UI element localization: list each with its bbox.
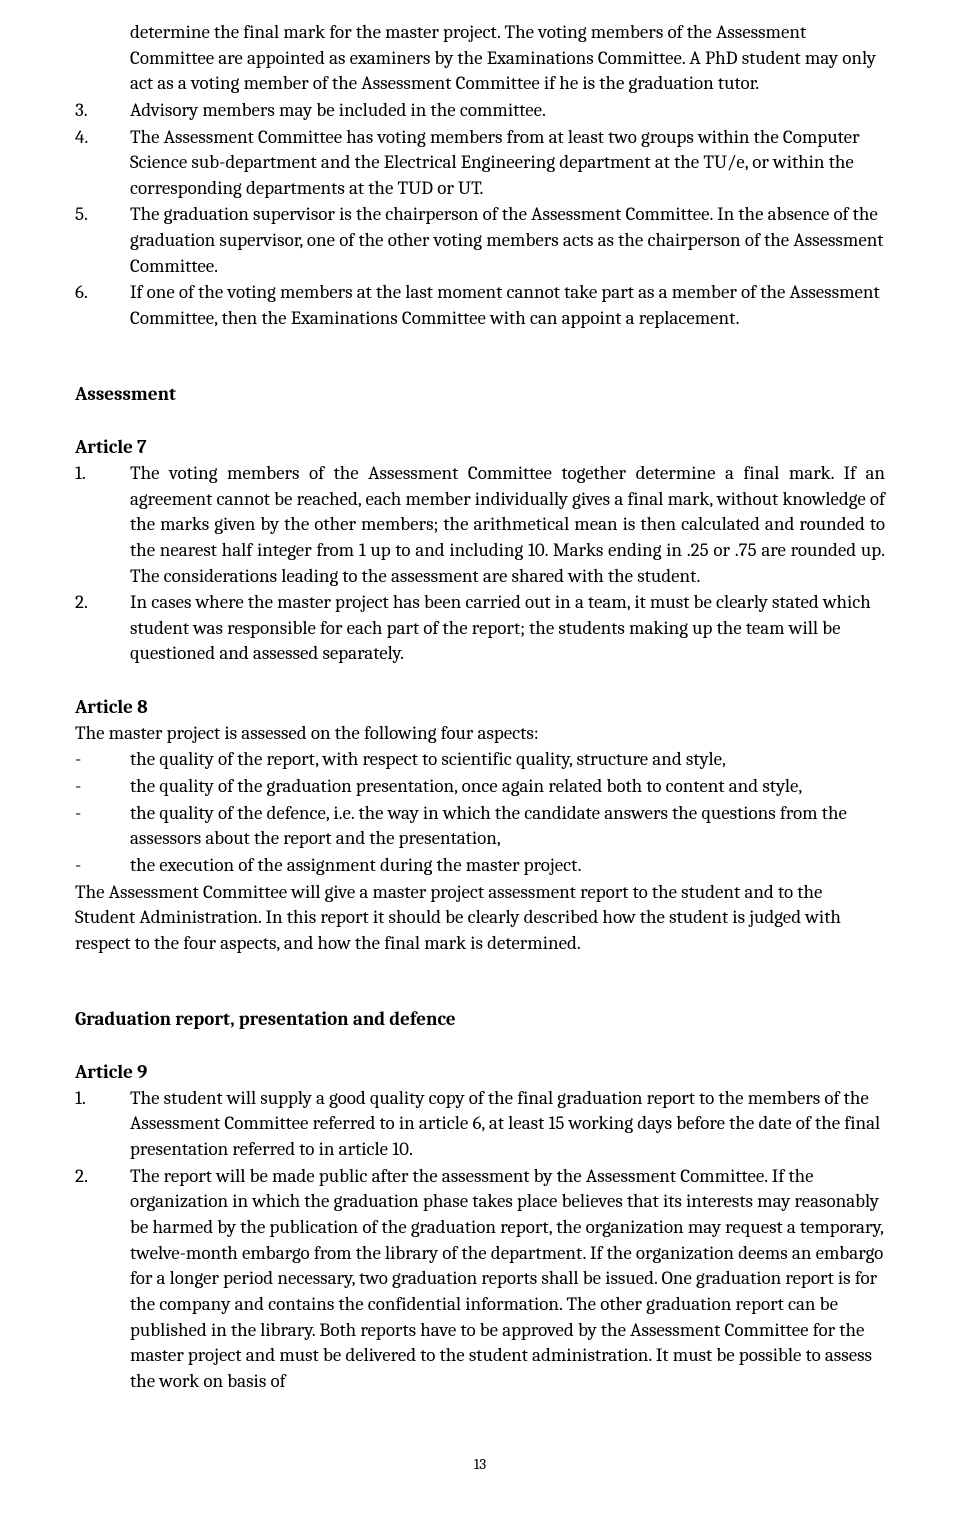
- list-number: 1.: [75, 1086, 130, 1163]
- list-item: 1.The student will supply a good quality…: [75, 1086, 885, 1163]
- dash-text: the execution of the assignment during t…: [130, 853, 885, 879]
- dash-item: -the quality of the graduation presentat…: [75, 774, 885, 800]
- list-item: 4.The Assessment Committee has voting me…: [75, 125, 885, 202]
- article-9-heading: Article 9: [75, 1060, 885, 1086]
- page-number: 13: [75, 1454, 885, 1474]
- list-item: determine the final mark for the master …: [75, 20, 885, 97]
- list-text: In cases where the master project has be…: [130, 590, 885, 667]
- list-item: 3.Advisory members may be included in th…: [75, 98, 885, 124]
- list-number: 2.: [75, 1164, 130, 1395]
- dash-item: -the quality of the defence, i.e. the wa…: [75, 801, 885, 852]
- section-heading-assessment: Assessment: [75, 382, 885, 408]
- list-number: 5.: [75, 202, 130, 279]
- dash-text: the quality of the report, with respect …: [130, 747, 885, 773]
- dash-item: -the execution of the assignment during …: [75, 853, 885, 879]
- list-number: 3.: [75, 98, 130, 124]
- article-9: Article 9 1.The student will supply a go…: [75, 1060, 885, 1394]
- section-heading-graduation: Graduation report, presentation and defe…: [75, 1007, 885, 1033]
- list-number: 6.: [75, 280, 130, 331]
- document-page: determine the final mark for the master …: [75, 20, 885, 1475]
- article-8-intro: The master project is assessed on the fo…: [75, 721, 885, 747]
- list-text: The voting members of the Assessment Com…: [130, 461, 885, 589]
- dash-text: the quality of the defence, i.e. the way…: [130, 801, 885, 852]
- dash-marker: -: [75, 774, 130, 800]
- list-number: 4.: [75, 125, 130, 202]
- list-item: 2.The report will be made public after t…: [75, 1164, 885, 1395]
- list-item: 2.In cases where the master project has …: [75, 590, 885, 667]
- list-text: Advisory members may be included in the …: [130, 98, 885, 124]
- top-numbered-list: determine the final mark for the master …: [75, 20, 885, 332]
- list-number: 2.: [75, 590, 130, 667]
- dash-item: -the quality of the report, with respect…: [75, 747, 885, 773]
- dash-marker: -: [75, 853, 130, 879]
- list-text: The report will be made public after the…: [130, 1164, 885, 1395]
- list-text: The student will supply a good quality c…: [130, 1086, 885, 1163]
- dash-marker: -: [75, 801, 130, 852]
- article-8-outro: The Assessment Committee will give a mas…: [75, 880, 885, 957]
- list-text: The graduation supervisor is the chairpe…: [130, 202, 885, 279]
- dash-text: the quality of the graduation presentati…: [130, 774, 885, 800]
- article-7: Article 7 1.The voting members of the As…: [75, 435, 885, 667]
- article-8: Article 8 The master project is assessed…: [75, 695, 885, 956]
- list-item: 1.The voting members of the Assessment C…: [75, 461, 885, 589]
- list-text: determine the final mark for the master …: [130, 20, 885, 97]
- list-item: 5.The graduation supervisor is the chair…: [75, 202, 885, 279]
- dash-marker: -: [75, 747, 130, 773]
- list-number: 1.: [75, 461, 130, 589]
- article-7-heading: Article 7: [75, 435, 885, 461]
- list-item: 6.If one of the voting members at the la…: [75, 280, 885, 331]
- list-text: If one of the voting members at the last…: [130, 280, 885, 331]
- list-number: [75, 20, 130, 97]
- list-text: The Assessment Committee has voting memb…: [130, 125, 885, 202]
- article-8-heading: Article 8: [75, 695, 885, 721]
